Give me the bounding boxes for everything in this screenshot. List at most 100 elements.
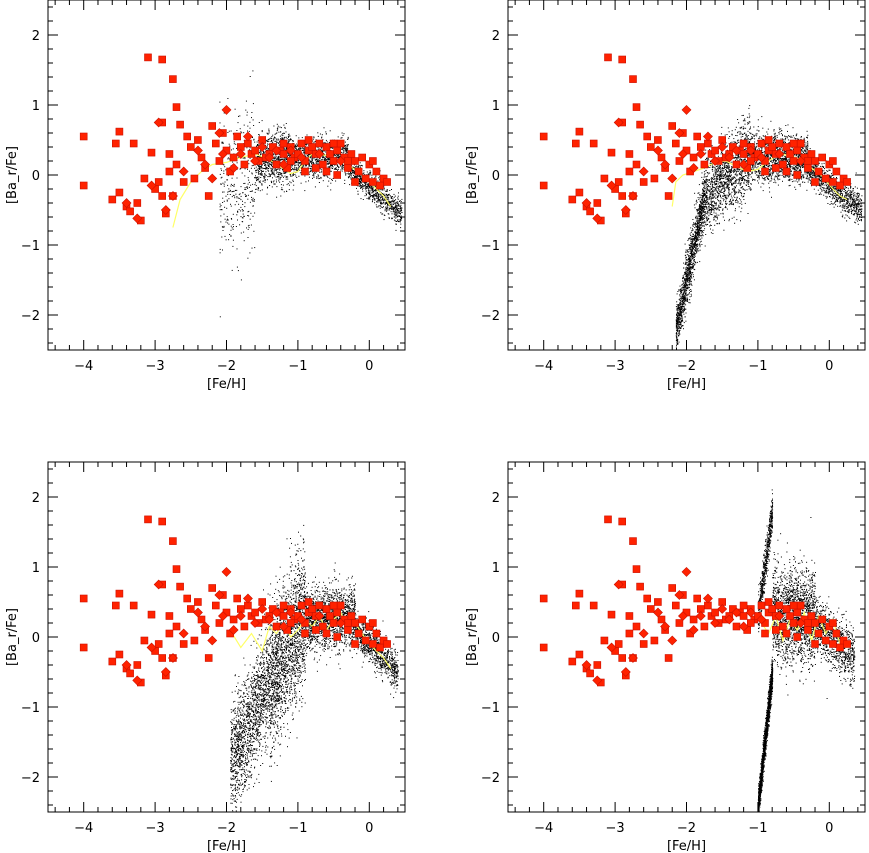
model-point bbox=[704, 206, 706, 207]
model-point bbox=[229, 190, 231, 192]
model-point bbox=[273, 154, 275, 156]
model-point bbox=[314, 186, 316, 188]
model-point bbox=[693, 204, 695, 206]
model-point bbox=[376, 201, 378, 203]
model-point bbox=[261, 189, 263, 191]
model-point bbox=[702, 198, 703, 200]
model-point bbox=[389, 202, 391, 204]
model-point bbox=[691, 272, 693, 274]
model-point bbox=[360, 187, 362, 188]
observed-diamond-marker bbox=[221, 104, 232, 115]
model-point bbox=[228, 188, 230, 190]
model-point bbox=[329, 130, 331, 132]
model-point bbox=[278, 178, 280, 180]
model-point bbox=[266, 141, 268, 143]
model-point bbox=[695, 241, 697, 243]
model-point bbox=[269, 167, 271, 169]
model-point bbox=[343, 164, 345, 166]
model-point bbox=[376, 196, 378, 198]
model-point bbox=[274, 159, 276, 161]
model-point bbox=[369, 170, 371, 172]
model-point bbox=[386, 189, 388, 190]
model-point bbox=[300, 164, 302, 166]
model-point bbox=[336, 154, 338, 156]
model-point bbox=[350, 177, 352, 179]
model-point bbox=[277, 157, 279, 159]
model-point bbox=[364, 182, 366, 184]
model-point bbox=[297, 162, 299, 164]
model-point bbox=[393, 202, 395, 204]
model-point bbox=[268, 168, 269, 169]
model-point bbox=[382, 198, 384, 200]
model-point bbox=[353, 175, 355, 176]
model-point bbox=[682, 309, 684, 311]
model-point bbox=[219, 206, 221, 208]
model-point bbox=[300, 182, 302, 184]
model-point bbox=[328, 158, 330, 160]
model-point bbox=[327, 185, 329, 187]
model-point bbox=[676, 308, 678, 310]
model-point bbox=[689, 259, 691, 261]
model-point bbox=[247, 168, 248, 170]
model-point bbox=[310, 166, 312, 167]
model-point bbox=[676, 307, 678, 309]
model-point bbox=[694, 246, 696, 248]
model-point bbox=[694, 223, 696, 225]
model-point bbox=[260, 174, 262, 176]
model-point bbox=[369, 187, 371, 189]
model-point bbox=[262, 170, 264, 172]
model-point bbox=[682, 301, 684, 303]
model-point bbox=[359, 165, 361, 166]
model-point bbox=[696, 237, 697, 239]
model-point bbox=[254, 182, 256, 184]
model-point bbox=[373, 197, 375, 199]
model-point bbox=[223, 213, 225, 215]
model-point bbox=[697, 212, 699, 214]
model-point bbox=[267, 143, 268, 145]
model-point bbox=[380, 196, 382, 198]
model-point bbox=[682, 303, 684, 305]
model-point bbox=[699, 232, 701, 234]
model-point bbox=[261, 184, 263, 186]
model-point bbox=[676, 315, 678, 317]
model-point bbox=[396, 211, 398, 213]
model-point bbox=[327, 159, 329, 161]
model-point bbox=[266, 179, 268, 181]
model-point bbox=[227, 222, 229, 224]
model-point bbox=[267, 176, 269, 178]
model-point bbox=[696, 229, 698, 231]
model-point bbox=[681, 298, 683, 300]
model-point bbox=[703, 199, 705, 200]
model-point bbox=[686, 275, 687, 276]
model-point bbox=[401, 198, 403, 200]
model-point bbox=[341, 170, 343, 172]
model-point bbox=[682, 305, 684, 307]
observed-stars bbox=[79, 53, 391, 225]
model-point bbox=[220, 183, 222, 185]
model-point bbox=[280, 173, 282, 175]
model-point bbox=[378, 177, 380, 179]
model-point bbox=[384, 208, 386, 210]
model-point bbox=[327, 161, 328, 162]
model-point bbox=[313, 175, 315, 177]
model-point bbox=[239, 197, 241, 199]
model-point bbox=[254, 247, 256, 249]
model-point bbox=[252, 190, 253, 192]
model-point bbox=[336, 169, 338, 170]
model-point bbox=[224, 235, 226, 237]
model-point bbox=[223, 172, 225, 174]
model-point bbox=[393, 207, 395, 209]
model-point bbox=[692, 245, 694, 247]
model-point bbox=[360, 177, 362, 179]
model-point bbox=[227, 157, 229, 159]
model-point bbox=[260, 156, 262, 158]
model-point bbox=[393, 193, 395, 195]
model-point bbox=[223, 185, 225, 187]
model-point bbox=[695, 234, 697, 236]
model-point bbox=[309, 165, 311, 166]
model-point bbox=[701, 202, 703, 204]
model-point bbox=[269, 176, 271, 177]
model-point bbox=[346, 150, 347, 152]
model-point bbox=[379, 190, 381, 192]
model-point bbox=[276, 168, 278, 170]
